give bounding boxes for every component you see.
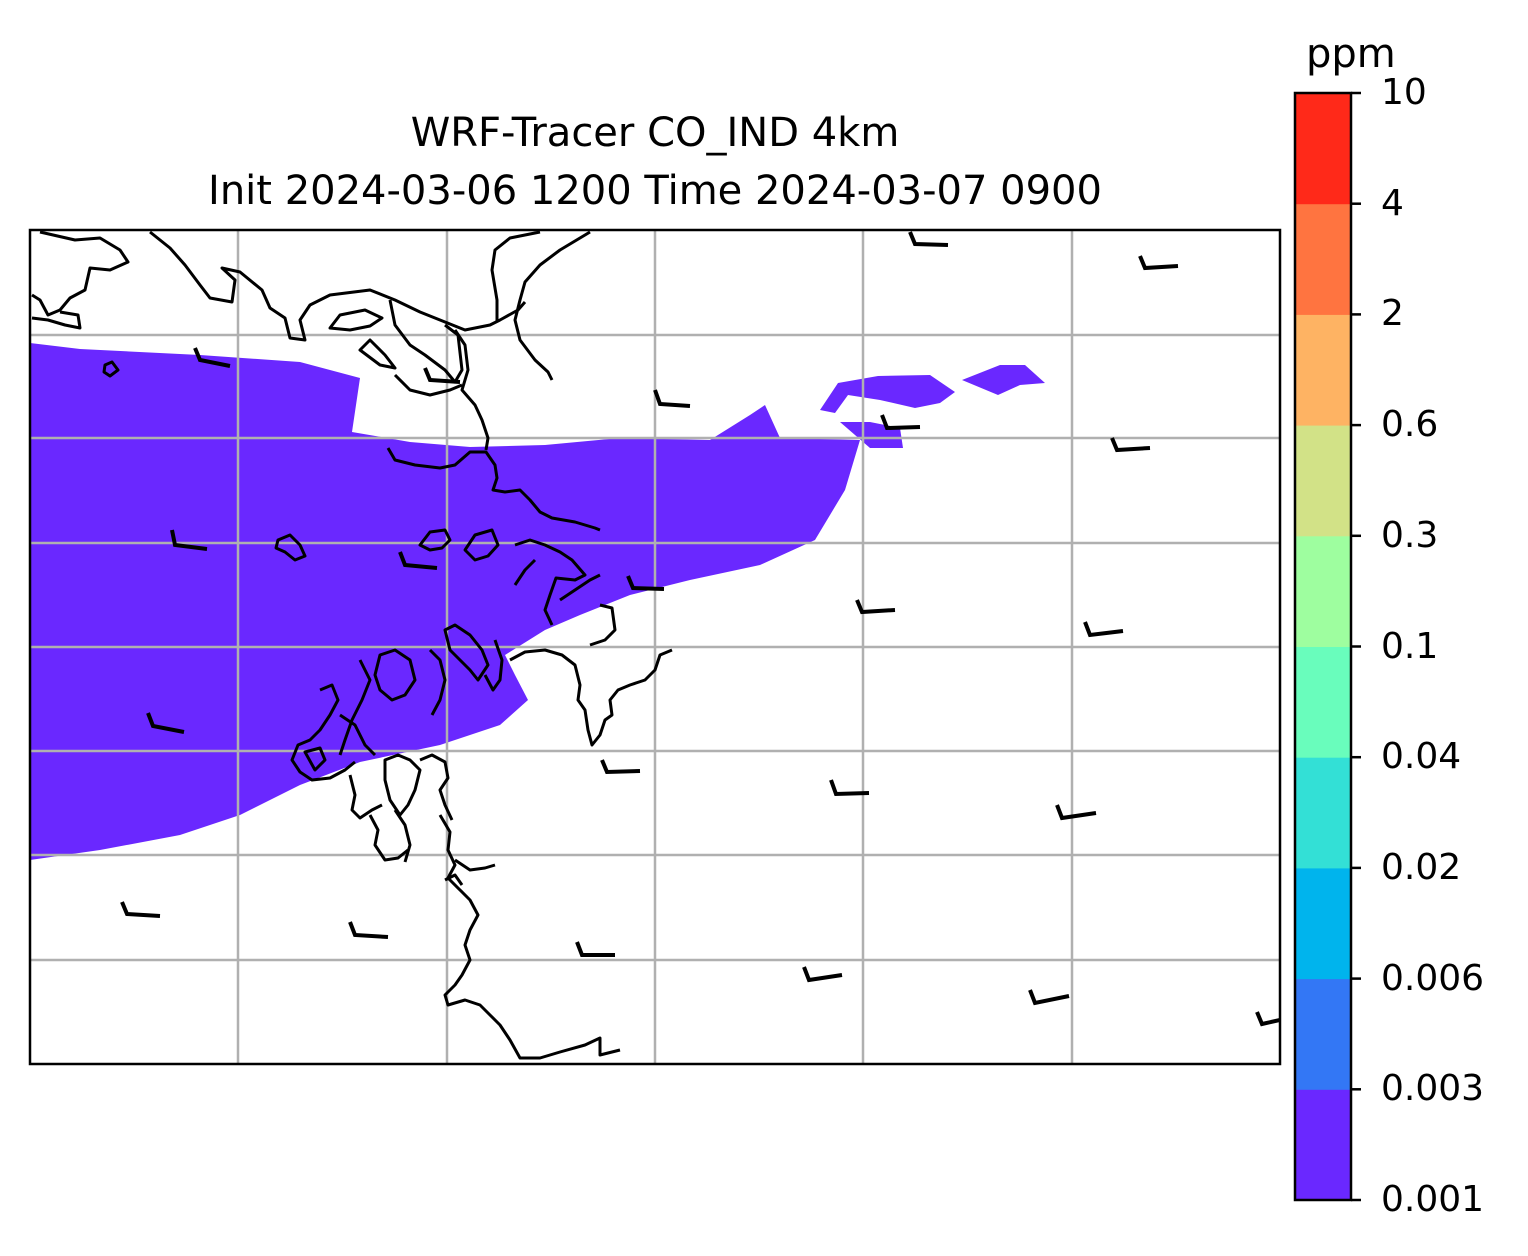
wind-barbs bbox=[120, 231, 1280, 1027]
colorbar-tick-label: 4 bbox=[1381, 182, 1404, 224]
colorbar-segment bbox=[1295, 203, 1351, 315]
wind-barb bbox=[1055, 804, 1097, 821]
map-title-line1: WRF-Tracer CO_IND 4km bbox=[410, 110, 900, 156]
colorbar-segment bbox=[1295, 93, 1351, 205]
colorbar-tick-label: 0.6 bbox=[1381, 404, 1439, 446]
colorbar-tick-label: 0.001 bbox=[1381, 1179, 1485, 1220]
colorbar-ticks bbox=[1351, 91, 1361, 1202]
tracer-plume-patch bbox=[962, 365, 1045, 395]
wind-barb bbox=[908, 231, 949, 247]
wind-barb bbox=[1110, 437, 1151, 453]
wind-barb bbox=[653, 389, 691, 408]
colorbar-unit-label: ppm bbox=[1306, 31, 1396, 77]
colorbar-segment bbox=[1295, 535, 1351, 647]
wind-barb bbox=[170, 529, 208, 551]
wind-barb bbox=[829, 779, 870, 797]
wind-barb bbox=[193, 347, 231, 368]
colorbar-tick-label: 0.1 bbox=[1381, 625, 1439, 667]
wind-barb bbox=[575, 941, 615, 957]
wind-barb bbox=[802, 966, 843, 983]
map-title-line2: Init 2024-03-06 1200 Time 2024-03-07 090… bbox=[208, 168, 1102, 214]
colorbar-tick-label: 0.3 bbox=[1381, 514, 1439, 556]
colorbar-tick-label: 10 bbox=[1381, 72, 1427, 113]
colorbar-segment bbox=[1295, 646, 1351, 758]
plot-frame bbox=[28, 228, 1282, 1066]
colorbar-tick-label: 0.02 bbox=[1381, 846, 1462, 888]
wind-barb bbox=[626, 575, 665, 591]
colorbar-segment bbox=[1295, 978, 1351, 1090]
wind-barb bbox=[423, 367, 461, 384]
wind-barb bbox=[600, 759, 641, 775]
wind-barb bbox=[880, 414, 921, 431]
colorbar-segment bbox=[1295, 867, 1351, 980]
colorbar-tick-label: 2 bbox=[1381, 293, 1404, 335]
gridlines bbox=[30, 230, 1280, 1064]
wind-barb bbox=[1028, 989, 1070, 1006]
wind-barb bbox=[1255, 1011, 1280, 1027]
coastlines bbox=[31, 230, 673, 1060]
tracer-plume-patch bbox=[820, 375, 955, 413]
wind-barb bbox=[1138, 255, 1179, 271]
colorbar-segment bbox=[1295, 1089, 1351, 1201]
wind-barb bbox=[1083, 621, 1124, 638]
colorbar-tick-label: 0.003 bbox=[1381, 1068, 1485, 1110]
colorbar-segment bbox=[1295, 757, 1351, 869]
colorbar-segment bbox=[1295, 425, 1351, 537]
colorbar-tick-label: 0.04 bbox=[1381, 736, 1462, 778]
colorbar-segment bbox=[1295, 314, 1351, 426]
colorbar-tick-label: 0.006 bbox=[1381, 957, 1485, 999]
wind-barb bbox=[146, 712, 185, 734]
wind-barb bbox=[348, 921, 389, 939]
wind-barb bbox=[855, 599, 896, 615]
colorbar bbox=[1295, 93, 1351, 1201]
wind-barb bbox=[120, 901, 161, 918]
wind-barb bbox=[398, 551, 438, 570]
